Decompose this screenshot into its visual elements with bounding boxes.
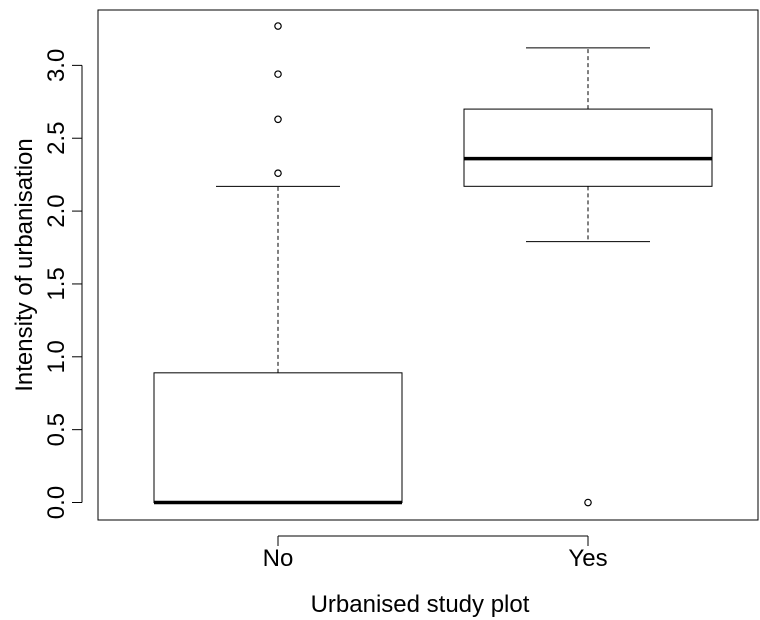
box-no	[153, 22, 403, 505]
y-tick-label: 2.5	[43, 122, 70, 155]
x-axis: No Yes	[263, 535, 608, 572]
outlier-point	[274, 22, 282, 30]
y-tick-label: 2.0	[43, 194, 70, 227]
x-tick-label: Yes	[568, 545, 607, 572]
boxes	[153, 22, 713, 507]
iqr-box	[463, 108, 713, 187]
iqr-box	[153, 372, 403, 504]
y-tick-label: 1.0	[43, 340, 70, 373]
x-tick-label: No	[263, 545, 294, 572]
plot-frame	[97, 9, 759, 521]
outlier-point	[274, 169, 282, 178]
y-tick-label: 0.5	[43, 413, 70, 446]
y-axis: 0.0 0.5 1.0 1.5 2.0 2.5 3.0	[43, 49, 83, 519]
x-axis-title: Urbanised study plot	[311, 591, 530, 618]
y-axis-title: Intensity of urbanisation	[11, 138, 38, 392]
y-tick-label: 0.0	[43, 486, 70, 519]
outlier-point	[584, 498, 592, 507]
outlier-point	[274, 115, 282, 124]
box-yes	[463, 47, 713, 507]
outlier-point	[274, 70, 282, 78]
y-tick-label: 1.5	[43, 267, 70, 300]
y-tick-label: 3.0	[43, 49, 70, 82]
